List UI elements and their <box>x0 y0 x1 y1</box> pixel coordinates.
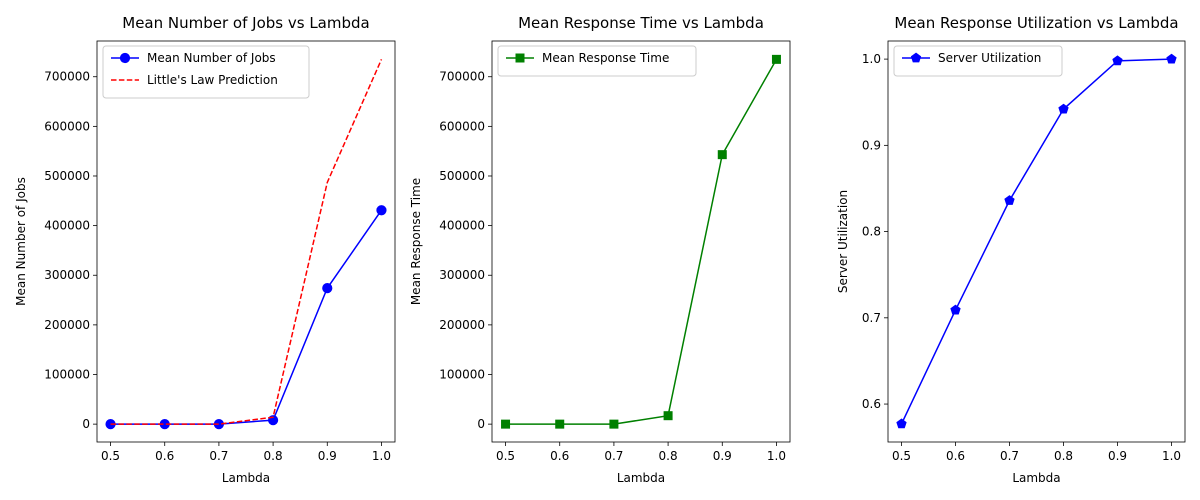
x-tick-label: 0.6 <box>550 449 569 463</box>
y-tick-label: 700000 <box>44 70 90 84</box>
chart-panel-3: 0.5 0.6 0.7 0.8 0.9 1.0 0.6 0.7 0.8 0.9 1.0 Mean Re… <box>836 14 1186 485</box>
axes-frame <box>96 40 396 443</box>
x-tick-label: 0.9 <box>713 449 732 463</box>
data-point-marker <box>322 283 333 294</box>
x-tick-label: 1.0 <box>767 449 786 463</box>
series-line-1 <box>900 58 1172 425</box>
x-tick-label: 1.0 <box>372 449 391 463</box>
legend-box <box>102 45 310 99</box>
x-tick-label: 0.8 <box>659 449 678 463</box>
series-line-1 <box>505 58 778 425</box>
y-tick-label: 100000 <box>44 368 90 382</box>
axes-frame <box>491 40 791 443</box>
y-tick-label: 400000 <box>44 219 90 233</box>
x-tick-label: 0.5 <box>101 449 120 463</box>
x-tick-label: 0.6 <box>946 449 965 463</box>
x-axis-label: Lambda <box>222 471 270 485</box>
y-axis-label: Mean Number of Jobs <box>14 177 28 306</box>
y-tick-label: 400000 <box>439 219 485 233</box>
x-axis-label: Lambda <box>1012 471 1060 485</box>
y-tick-label: 0.8 <box>862 225 881 239</box>
data-point-marker <box>376 205 387 216</box>
x-tick-label: 0.7 <box>209 449 228 463</box>
y-tick-label: 0.7 <box>862 311 881 325</box>
y-tick-label: 300000 <box>439 268 485 282</box>
legend: Mean Response Time <box>497 45 697 77</box>
data-point-marker <box>555 419 565 429</box>
y-tick-label: 300000 <box>44 268 90 282</box>
y-tick-label: 700000 <box>439 70 485 84</box>
data-point-marker <box>663 411 673 421</box>
x-tick-label: 0.5 <box>496 449 515 463</box>
legend-label: Mean Number of Jobs <box>147 51 276 65</box>
chart-panel-2: 0.5 0.6 0.7 0.8 0.9 1.0 0 100000 200000 300000 400… <box>409 14 791 485</box>
data-point-marker <box>609 419 619 429</box>
y-tick-label: 600000 <box>44 119 90 133</box>
legend-marker <box>119 52 131 64</box>
y-tick-label: 200000 <box>439 318 485 332</box>
data-point-marker <box>1112 55 1123 66</box>
series-line-2 <box>110 59 383 425</box>
legend-label: Server Utilization <box>938 51 1041 65</box>
y-tick-label: 0.9 <box>862 138 881 152</box>
data-point-marker <box>771 54 781 64</box>
x-tick-label: 0.8 <box>1054 449 1073 463</box>
chart-panel-1: 0.5 0.6 0.7 0.8 0.9 1.0 0 100000 200000 300000 400… <box>14 14 396 485</box>
y-axis-label: Server Utilization <box>836 190 850 293</box>
data-point-marker <box>950 304 961 315</box>
y-tick-label: 100000 <box>439 368 485 382</box>
y-tick-label: 0.6 <box>862 397 881 411</box>
data-point-marker <box>1004 195 1015 205</box>
data-point-marker <box>1058 103 1069 114</box>
legend-box <box>893 45 1063 77</box>
data-point-marker <box>1166 53 1177 64</box>
y-tick-label: 200000 <box>44 318 90 332</box>
chart-title: Mean Number of Jobs vs Lambda <box>122 14 369 32</box>
legend-marker <box>910 52 922 63</box>
data-point-marker <box>717 150 727 160</box>
x-tick-label: 0.8 <box>264 449 283 463</box>
legend-label: Mean Response Time <box>542 51 669 65</box>
chart-title: Mean Response Utilization vs Lambda <box>894 14 1178 32</box>
y-tick-label: 600000 <box>439 119 485 133</box>
x-tick-label: 0.7 <box>1000 449 1019 463</box>
legend: Server Utilization <box>893 45 1063 77</box>
x-tick-label: 0.9 <box>1108 449 1127 463</box>
series-line-1 <box>110 209 383 425</box>
data-point-marker <box>896 418 907 429</box>
y-tick-label: 500000 <box>44 169 90 183</box>
chart-title: Mean Response Time vs Lambda <box>518 14 764 32</box>
data-point-marker <box>501 419 511 429</box>
x-tick-label: 1.0 <box>1162 449 1181 463</box>
y-tick-label: 500000 <box>439 169 485 183</box>
x-tick-label: 0.6 <box>155 449 174 463</box>
legend: Mean Number of Jobs Little's Law Predicti… <box>102 45 310 99</box>
x-tick-label: 0.9 <box>318 449 337 463</box>
y-axis-label: Mean Response Time <box>409 178 423 305</box>
x-axis-label: Lambda <box>617 471 665 485</box>
y-tick-label: 0 <box>477 417 485 431</box>
y-tick-label: 1.0 <box>862 52 881 66</box>
x-tick-label: 0.5 <box>892 449 911 463</box>
x-tick-label: 0.7 <box>604 449 623 463</box>
y-tick-label: 0 <box>82 417 90 431</box>
legend-marker <box>515 53 525 63</box>
legend-box <box>497 45 697 77</box>
axes-frame <box>887 40 1186 443</box>
legend-label: Little's Law Prediction <box>147 73 278 87</box>
